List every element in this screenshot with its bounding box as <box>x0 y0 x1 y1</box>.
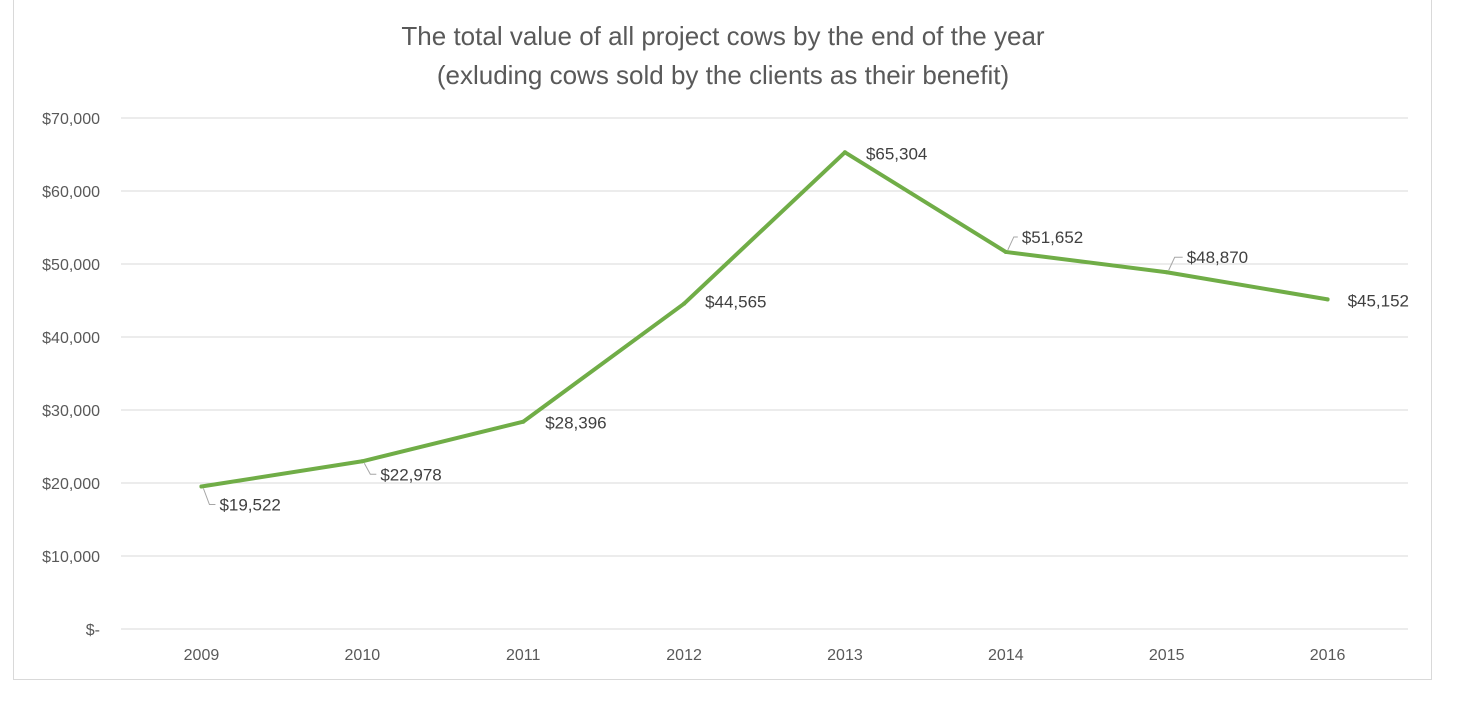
data-label: $65,304 <box>866 144 927 163</box>
line-chart: The total value of all project cows by t… <box>42 21 1409 664</box>
data-point <box>521 419 526 424</box>
series-line <box>199 150 1330 489</box>
data-point <box>842 150 847 155</box>
x-tick-label: 2015 <box>1149 647 1185 664</box>
y-tick-label: $10,000 <box>42 549 100 566</box>
x-axis-tick-labels: 2009 2010 2011 2012 2013 2014 2015 2016 <box>184 647 1346 664</box>
data-point <box>1164 270 1169 275</box>
y-tick-label: $40,000 <box>42 330 100 347</box>
series-lines <box>199 150 1330 489</box>
y-tick-label: $70,000 <box>42 111 100 128</box>
data-label: $44,565 <box>705 293 766 312</box>
data-point <box>199 484 204 489</box>
x-tick-label: 2012 <box>666 647 702 664</box>
x-tick-label: 2016 <box>1310 647 1346 664</box>
data-label-leader <box>1168 256 1183 271</box>
chart-title-line-2: (exluding cows sold by the clients as th… <box>437 60 1009 90</box>
y-axis-tick-labels: $- $10,000 $20,000 $30,000 $40,000 $50,000 $60… <box>42 111 100 639</box>
x-tick-label: 2009 <box>184 647 220 664</box>
data-label-leader-lines <box>202 236 1183 505</box>
data-point <box>1325 297 1330 302</box>
chart-title: The total value of all project cows by t… <box>401 21 1044 90</box>
data-label: $19,522 <box>219 495 280 514</box>
x-tick-label: 2014 <box>988 647 1024 664</box>
data-label: $45,152 <box>1348 291 1409 310</box>
chart-frame: The total value of all project cows by t… <box>13 0 1432 680</box>
x-tick-label: 2013 <box>827 647 863 664</box>
y-tick-label: $- <box>86 622 100 639</box>
data-label-leader <box>202 488 216 505</box>
data-point <box>1003 249 1008 254</box>
data-label: $51,652 <box>1022 228 1083 247</box>
data-label-leader <box>363 463 377 475</box>
chart-title-line-1: The total value of all project cows by t… <box>401 21 1044 51</box>
data-label: $22,978 <box>380 465 441 484</box>
data-label: $28,396 <box>545 414 606 433</box>
data-label: $48,870 <box>1187 248 1248 267</box>
x-tick-label: 2010 <box>345 647 381 664</box>
y-tick-label: $50,000 <box>42 257 100 274</box>
data-label-leader <box>1007 236 1018 251</box>
y-tick-label: $30,000 <box>42 403 100 420</box>
data-labels: $19,522 $22,978 $28,396 $44,565 $65,304 $51,6… <box>219 144 1409 514</box>
y-tick-label: $20,000 <box>42 476 100 493</box>
data-point <box>360 459 365 464</box>
y-tick-label: $60,000 <box>42 184 100 201</box>
data-point <box>682 301 687 306</box>
x-tick-label: 2011 <box>506 647 541 664</box>
gridlines <box>121 117 1408 630</box>
